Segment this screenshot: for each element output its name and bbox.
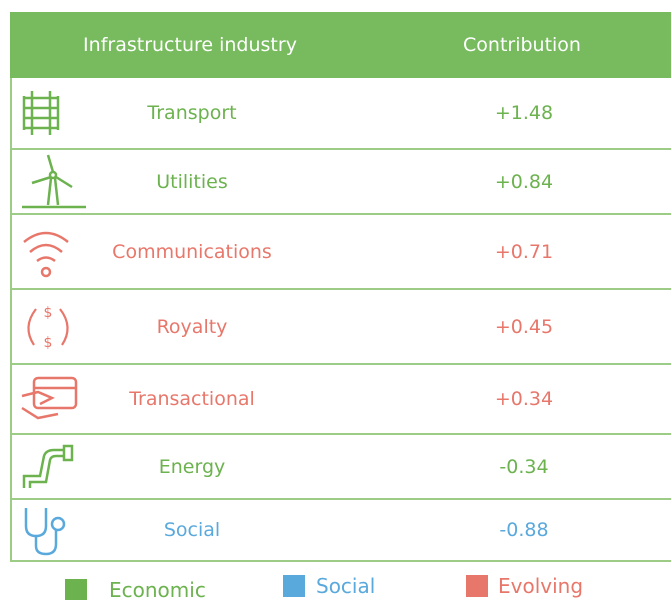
header-industry: Infrastructure industry [83, 34, 297, 56]
industry-label: Transport [147, 102, 237, 124]
legend-swatch [65, 579, 87, 600]
legend-label: Evolving [498, 574, 584, 598]
icon-transactional [21, 376, 78, 420]
contribution-value: +0.34 [494, 388, 554, 410]
contribution-value: +0.45 [494, 315, 554, 338]
contribution-value: +0.84 [494, 170, 554, 193]
header-contribution: Contribution [463, 34, 581, 56]
legend-swatch [283, 575, 305, 597]
icon-transport [22, 91, 60, 135]
icon-communications [23, 231, 69, 277]
industry-label: Transactional [129, 388, 255, 410]
table-row: Utilities +0.84 [10, 150, 671, 215]
legend-label: Economic [109, 578, 206, 600]
icon-royalty: $ $ [27, 305, 69, 351]
legend-item: Social [283, 574, 375, 598]
contribution-value: +0.71 [494, 240, 554, 263]
svg-text:$: $ [44, 335, 53, 351]
legend-item: Evolving [466, 574, 583, 598]
icon-social [24, 508, 66, 556]
industry-label: Energy [158, 455, 226, 478]
table-row: Transport +1.48 [10, 78, 671, 150]
icon-utilities [22, 154, 86, 208]
contribution-value: -0.34 [499, 455, 549, 478]
table-header: Infrastructure industry Contribution [10, 12, 671, 78]
contribution-value: +1.48 [494, 102, 554, 124]
industry-label: Royalty [156, 315, 228, 338]
icon-energy [22, 444, 74, 488]
table-row: Social -0.88 [10, 500, 671, 562]
table-row: Energy -0.34 [10, 435, 671, 500]
table-row: Communications +0.71 [10, 215, 671, 290]
legend-swatch [466, 575, 488, 597]
table-row: $ $ Royalty +0.45 [10, 290, 671, 365]
legend-item: Economic [65, 578, 206, 600]
industry-label: Communications [112, 240, 272, 263]
svg-text:$: $ [44, 305, 53, 321]
contribution-value: -0.88 [499, 519, 549, 541]
industry-label: Social [163, 519, 221, 541]
legend-label: Social [316, 574, 376, 598]
table-row: Transactional +0.34 [10, 365, 671, 435]
industry-label: Utilities [156, 170, 228, 193]
